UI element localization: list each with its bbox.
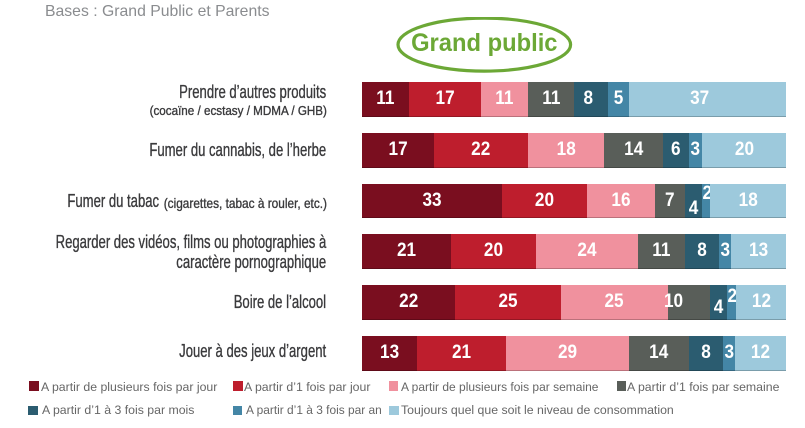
svg-text:Grand public: Grand public [411,29,557,57]
